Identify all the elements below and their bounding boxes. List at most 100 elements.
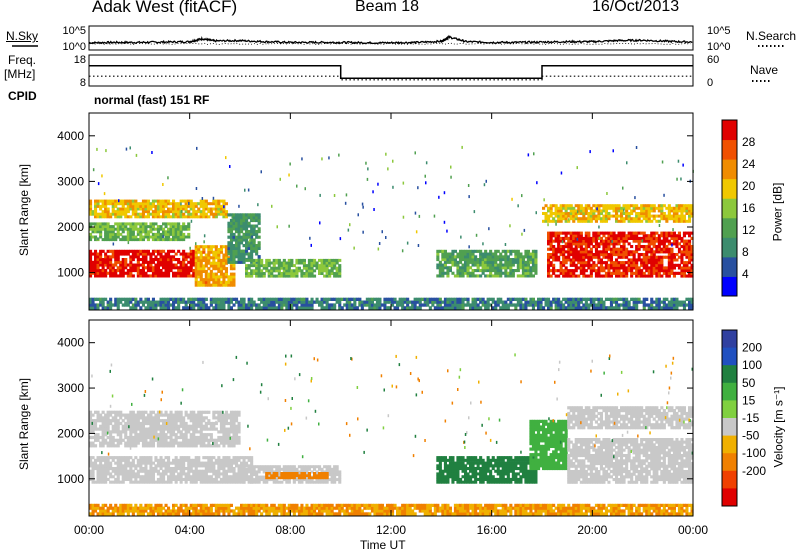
power-cell: [682, 303, 686, 307]
velocity-cell: [116, 424, 120, 428]
power-cell: [355, 306, 359, 310]
power-cell: [642, 234, 646, 238]
power-cell: [393, 297, 397, 301]
velocity-cell: [91, 444, 95, 448]
velocity-cell: [119, 472, 123, 476]
power-cell: [164, 303, 168, 307]
power-cell: [106, 238, 110, 242]
power-cell: [635, 212, 639, 215]
power-cell: [229, 267, 233, 271]
power-cell: [562, 236, 566, 240]
power-cell: [554, 209, 558, 213]
velocity-cell: [124, 472, 128, 476]
power-cell: [587, 253, 591, 257]
power-cell: [582, 217, 586, 221]
power-cell: [549, 214, 553, 218]
power-cell: [655, 269, 659, 273]
velocity-cell: [106, 477, 110, 481]
velocity-cell: [209, 467, 213, 471]
power-cell: [617, 209, 621, 213]
power-cell: [104, 204, 108, 208]
power-cell: [660, 242, 664, 246]
power-cell: [562, 261, 566, 265]
power-cell: [229, 244, 233, 248]
velocity-cell: [212, 456, 216, 460]
power-cell: [219, 212, 223, 216]
power-cell: [91, 303, 95, 307]
power-cell: [655, 219, 659, 223]
power-cell: [574, 214, 578, 218]
power-cell: [227, 260, 231, 264]
power-cell: [242, 221, 246, 225]
power-cell: [209, 278, 213, 282]
power-cell: [647, 242, 651, 246]
power-cell: [187, 215, 191, 219]
power-cell: [109, 300, 113, 304]
power-cell: [459, 269, 463, 273]
power-cell: [307, 261, 311, 265]
power-cell: [391, 300, 395, 304]
velocity-cell: [119, 430, 123, 434]
velocity-cell: [111, 469, 115, 473]
power-cell: [685, 261, 689, 265]
power-cell: [552, 258, 556, 262]
power-cell: [124, 235, 128, 239]
velocity-cell: [207, 475, 211, 479]
power-cell: [194, 283, 198, 287]
velocity-cell: [202, 464, 206, 468]
velocity-cell: [131, 410, 135, 414]
velocity-cell: [141, 421, 145, 426]
power-cell: [562, 217, 566, 221]
power-cell: [635, 204, 639, 208]
power-cell: [182, 260, 186, 264]
velocity-cell: [189, 438, 193, 442]
power-cell: [662, 245, 666, 249]
power-cell: [189, 260, 193, 264]
power-cell: [461, 252, 465, 256]
power-cell: [333, 258, 337, 262]
velocity-cell: [154, 427, 158, 431]
power-cell: [139, 300, 143, 304]
power-cell: [685, 255, 689, 259]
power-cell: [189, 252, 193, 256]
velocity-cell: [154, 416, 158, 420]
power-cell: [579, 297, 583, 301]
power-cell: [224, 269, 228, 273]
power-cell: [552, 271, 556, 275]
power-cell: [156, 235, 160, 239]
power-cell: [129, 232, 133, 236]
power-cell: [255, 264, 259, 268]
power-scatter-point: [672, 228, 674, 232]
power-cell: [660, 217, 664, 221]
power-cell: [572, 206, 576, 210]
velocity-cell: [109, 413, 113, 417]
velocity-cell: [116, 433, 120, 437]
power-cell: [602, 250, 606, 254]
velocity-cell: [169, 469, 173, 473]
power-cell: [471, 274, 475, 278]
power-cell: [235, 297, 239, 301]
power-cell: [562, 269, 566, 273]
power-cell: [647, 266, 651, 270]
power-cell: [491, 269, 495, 273]
velocity-cell: [159, 433, 163, 437]
velocity-cell: [116, 441, 120, 445]
velocity-cell: [207, 461, 211, 465]
velocity-cell: [187, 464, 191, 468]
power-cell: [307, 274, 311, 278]
power-cell: [164, 274, 168, 278]
power-cell: [587, 245, 591, 249]
power-cell: [574, 253, 578, 257]
power-cell: [136, 249, 140, 253]
power-cell: [290, 272, 294, 275]
power-cell: [134, 199, 138, 203]
power-cell: [680, 217, 684, 221]
power-cell: [650, 214, 654, 218]
power-cell: [232, 216, 236, 220]
power-cell: [252, 300, 256, 304]
velocity-cell: [96, 413, 100, 417]
power-cell: [229, 280, 233, 284]
power-cell: [647, 274, 651, 278]
power-cell: [647, 214, 651, 218]
power-cell: [476, 263, 480, 267]
